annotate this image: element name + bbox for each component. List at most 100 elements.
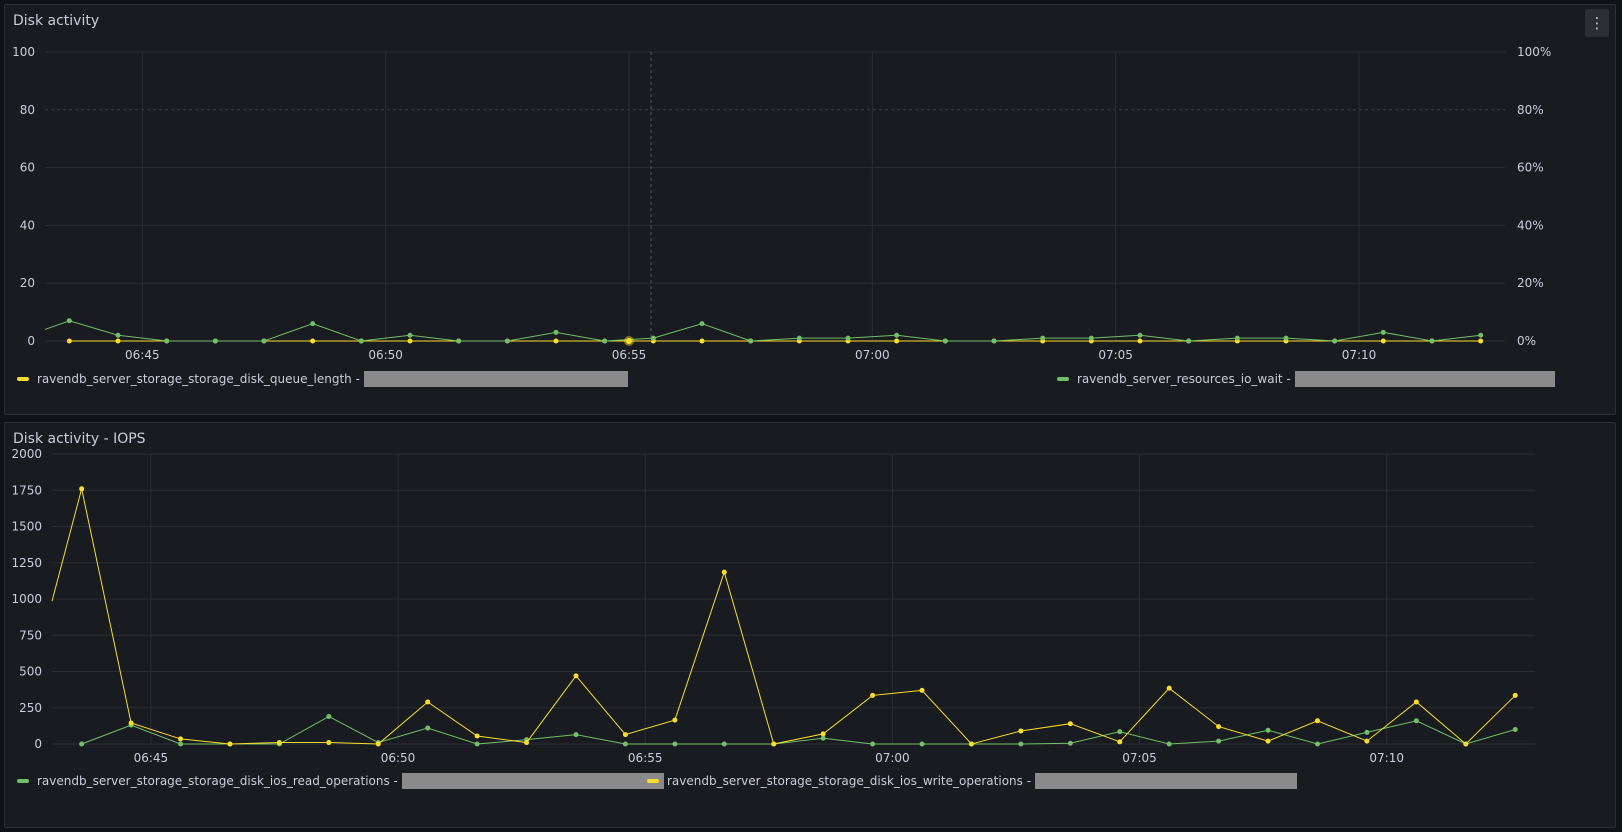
legend-item-read-ops[interactable]: ravendb_server_storage_storage_disk_ios_… — [17, 773, 664, 789]
y-tick-label: 1250 — [11, 556, 42, 570]
legend-label: ravendb_server_resources_io_wait - — [1077, 372, 1291, 386]
disk-activity-chart[interactable]: 0 20 40 60 80 100 0% 20% 40% 60% 80% 100% 06:45 06:50… — [5, 5, 1615, 414]
data-point — [870, 741, 876, 747]
panel-title: Disk activity - IOPS — [13, 431, 146, 447]
data-point — [115, 338, 121, 344]
data-point — [79, 486, 85, 492]
series-line — [51, 488, 1516, 745]
data-point — [310, 321, 316, 327]
x-tick-label: 07:00 — [855, 348, 890, 362]
data-point — [699, 321, 705, 327]
data-point — [602, 338, 608, 344]
data-point — [894, 332, 900, 338]
data-point — [672, 741, 678, 747]
y-tick-label-right: 40% — [1517, 218, 1544, 232]
data-point — [942, 338, 948, 344]
data-point — [178, 736, 184, 742]
data-point — [178, 741, 184, 747]
data-point — [1166, 685, 1172, 691]
data-point — [474, 741, 480, 747]
y-tick-label: 1750 — [11, 483, 42, 497]
legend-label: ravendb_server_storage_storage_disk_queu… — [37, 372, 360, 386]
data-point — [1040, 335, 1046, 341]
y-tick-label: 750 — [19, 628, 42, 642]
x-tick-label: 06:45 — [134, 751, 169, 765]
x-tick-label: 06:45 — [125, 348, 160, 362]
legend-item-queue-length[interactable]: ravendb_server_storage_storage_disk_queu… — [17, 371, 628, 387]
data-point — [968, 741, 974, 747]
data-point — [1137, 332, 1143, 338]
data-point — [1314, 741, 1320, 747]
y-tick-label-right: 80% — [1517, 103, 1544, 117]
data-point — [1283, 335, 1289, 341]
data-point — [456, 338, 462, 344]
data-point — [748, 338, 754, 344]
y-tick-label-right: 100% — [1517, 45, 1551, 59]
data-point — [425, 699, 431, 705]
data-point — [1380, 329, 1386, 335]
data-point — [1265, 738, 1271, 744]
data-point — [115, 332, 121, 338]
data-point — [1413, 699, 1419, 705]
data-point — [1512, 727, 1518, 732]
data-point — [1463, 741, 1469, 747]
data-point — [1166, 741, 1172, 747]
y-tick-label: 100 — [12, 45, 35, 59]
y-tick-label: 40 — [20, 218, 35, 232]
legend-item-write-ops[interactable]: ravendb_server_storage_storage_disk_ios_… — [647, 773, 1298, 789]
data-point — [699, 338, 705, 344]
data-point — [721, 741, 727, 747]
x-tick-label: 07:10 — [1369, 751, 1404, 765]
data-point — [796, 335, 802, 341]
data-point — [1380, 338, 1386, 344]
y-tick-label: 60 — [20, 161, 35, 175]
data-point — [1088, 335, 1094, 341]
iops-chart[interactable]: 0 250 500 750 1000 1250 1500 1750 2000 06:45 06:50… — [5, 423, 1615, 827]
data-point — [1314, 718, 1320, 724]
data-point — [66, 318, 72, 324]
y-tick-label-right: 0% — [1517, 334, 1536, 348]
data-point — [79, 741, 85, 747]
data-point — [212, 338, 218, 344]
data-point — [1364, 729, 1370, 735]
data-point — [553, 329, 559, 335]
legend-label: ravendb_server_storage_storage_disk_ios_… — [667, 774, 1032, 788]
data-point — [721, 569, 727, 575]
y-tick-label: 2000 — [11, 447, 42, 461]
data-point — [1478, 332, 1484, 338]
data-point — [1067, 740, 1073, 746]
legend-label: ravendb_server_storage_storage_disk_ios_… — [37, 774, 398, 788]
hover-marker — [626, 338, 632, 344]
data-point — [326, 713, 332, 719]
legend-swatch — [647, 779, 659, 783]
x-tick-label: 07:05 — [1122, 751, 1157, 765]
iops-panel: Disk activity - IOPS 0 250 500 750 1000 1250 1… — [4, 422, 1616, 828]
data-point — [622, 732, 628, 738]
data-point — [1137, 338, 1143, 344]
y-tick-label: 0 — [27, 334, 35, 348]
data-point — [553, 338, 559, 344]
legend-swatch — [17, 779, 29, 783]
data-point — [276, 740, 282, 746]
kebab-menu-icon[interactable]: ⋮ — [1585, 9, 1609, 37]
data-point — [326, 740, 332, 746]
data-point — [650, 335, 656, 341]
data-point — [1186, 338, 1192, 344]
data-point — [1265, 727, 1271, 733]
data-point — [1478, 338, 1484, 344]
y-tick-label-right: 20% — [1517, 276, 1544, 290]
data-point — [261, 338, 267, 344]
legend-swatch — [1057, 377, 1069, 381]
legend-item-io-wait[interactable]: ravendb_server_resources_io_wait - — [1057, 371, 1555, 387]
redacted-value — [1294, 371, 1555, 387]
x-tick-label: 06:50 — [368, 348, 403, 362]
data-point — [504, 338, 510, 344]
data-point — [358, 338, 364, 344]
data-point — [375, 741, 381, 747]
data-point — [310, 338, 316, 344]
panel-title: Disk activity — [13, 13, 100, 29]
data-point — [407, 332, 413, 338]
data-point — [771, 741, 777, 747]
data-point — [425, 725, 431, 731]
y-tick-label: 250 — [19, 701, 42, 715]
